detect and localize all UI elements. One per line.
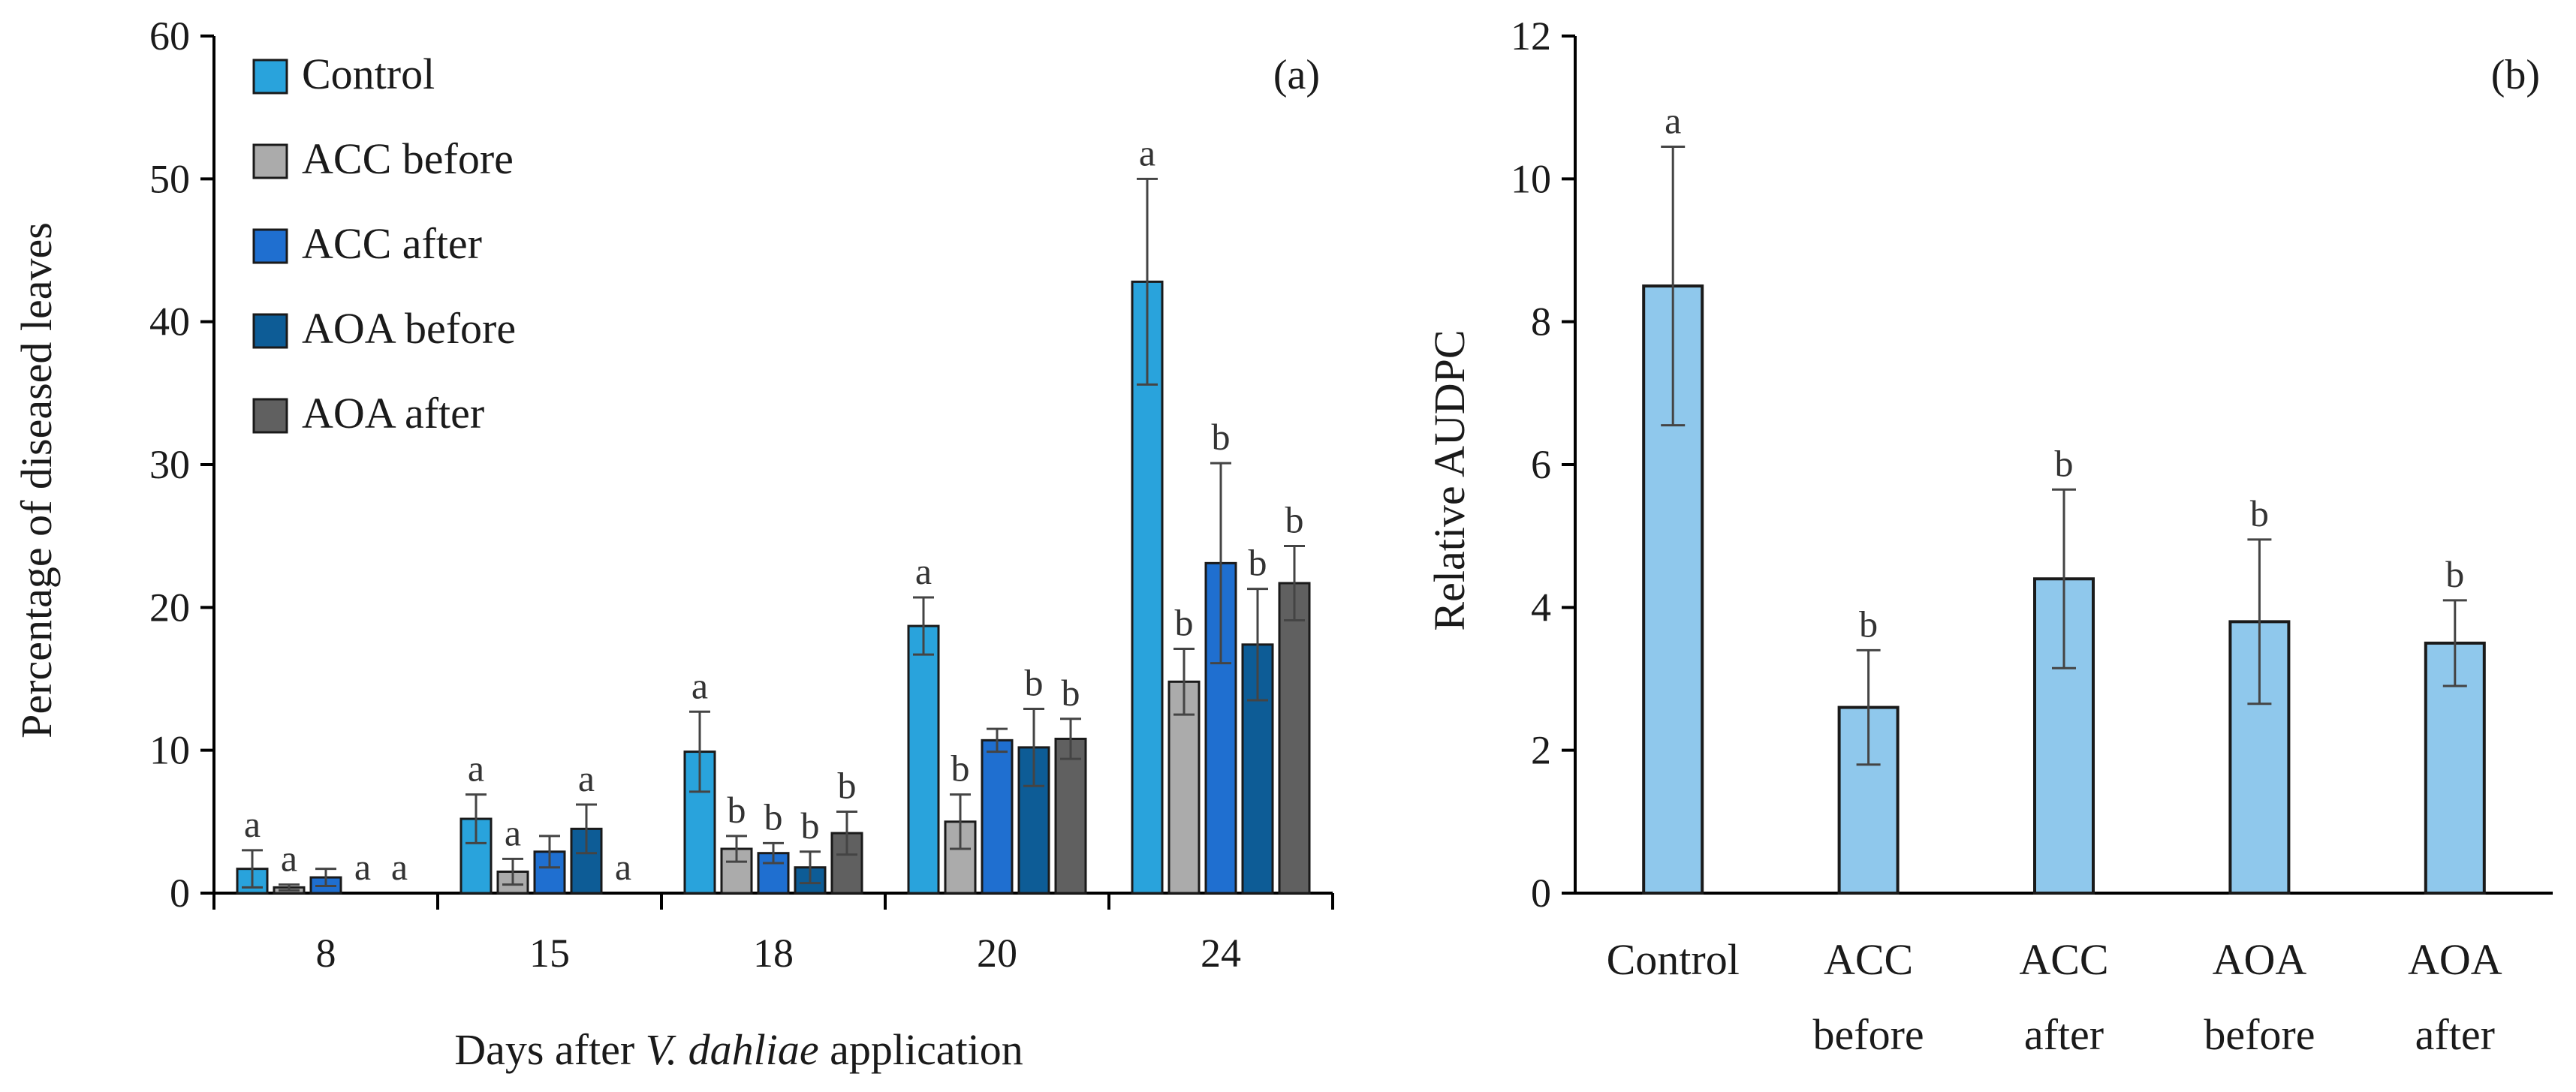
significance-letter: b: [764, 796, 783, 838]
significance-letter: b: [1249, 542, 1267, 584]
legend-swatch: [252, 313, 288, 349]
significance-letter: b: [1212, 416, 1231, 458]
significance-letter: b: [728, 789, 746, 831]
y-tick-label: 40: [149, 299, 190, 344]
y-tick-label: 8: [1531, 299, 1551, 344]
legend-swatch: [252, 59, 288, 95]
panel-a-x-axis-title: Days after V. dahliae application: [454, 1025, 1023, 1074]
legend-label: ACC before: [302, 134, 514, 183]
legend-label: AOA before: [302, 304, 516, 353]
x-tick-label: after: [2415, 1010, 2495, 1059]
y-tick-label: 2: [1531, 728, 1551, 773]
y-tick-label: 4: [1531, 585, 1551, 630]
x-tick-label: 24: [1201, 931, 1241, 976]
panel-b-tag: (b): [2491, 52, 2540, 98]
panel-b-marks: 0 2 4 6 8 10 12 a Control b ACC before b ACC after b AOA…: [1511, 14, 2553, 1059]
x-title-suffix: application: [819, 1025, 1023, 1074]
panel-b-chart: 0 2 4 6 8 10 12 a Control b ACC before b ACC after b AOA…: [1425, 14, 2553, 1059]
significance-letter: a: [281, 838, 297, 880]
significance-letter: a: [1139, 131, 1155, 173]
significance-letter: a: [915, 550, 932, 592]
y-tick-label: 6: [1531, 442, 1551, 487]
bar: [1054, 737, 1087, 895]
x-tick-label: before: [2204, 1010, 2315, 1059]
legend-swatch: [252, 398, 288, 434]
y-tick-label: 30: [149, 442, 190, 487]
y-tick-label: 10: [1511, 156, 1551, 201]
significance-letter: b: [1859, 603, 1878, 645]
significance-letter: a: [615, 846, 631, 888]
y-tick-label: 20: [149, 585, 190, 630]
x-tick-label: after: [2024, 1010, 2104, 1059]
bar: [981, 739, 1014, 895]
significance-letter: b: [951, 748, 970, 790]
significance-letter: b: [838, 765, 857, 807]
y-tick-label: 10: [149, 728, 190, 773]
significance-letter: a: [578, 757, 595, 799]
x-tick-label: 8: [316, 931, 336, 976]
bar: [907, 624, 940, 895]
panel-a-tag: (a): [1273, 52, 1320, 98]
legend-label: ACC after: [302, 219, 482, 268]
x-title-species: V. dahliae: [646, 1025, 819, 1074]
significance-letter: b: [1175, 602, 1194, 644]
bar: [1278, 582, 1311, 895]
significance-letter: a: [691, 664, 708, 706]
significance-letter: b: [2445, 553, 2464, 595]
x-tick-label: ACC: [1824, 935, 1913, 984]
legend-swatch: [252, 143, 288, 179]
legend-swatch: [252, 228, 288, 264]
legend-label: AOA after: [302, 389, 484, 438]
y-tick-label: 0: [170, 871, 190, 916]
x-tick-label: AOA: [2408, 935, 2502, 984]
bar: [1241, 643, 1274, 895]
x-tick-label: 18: [753, 931, 794, 976]
panel-a-y-axis-title: Percentage of diseased leaves: [12, 222, 61, 739]
y-tick-label: 60: [149, 14, 190, 59]
panel-a-legend: Control ACC before ACC after AOA before AOA …: [252, 50, 516, 438]
significance-letter: a: [244, 803, 261, 845]
y-tick-label: 12: [1511, 14, 1551, 59]
y-tick-label: 0: [1531, 871, 1551, 916]
legend-label: Control: [302, 50, 435, 98]
x-tick-label: AOA: [2213, 935, 2307, 984]
significance-letter: b: [1285, 498, 1304, 540]
significance-letter: a: [391, 846, 408, 888]
x-tick-label: before: [1813, 1010, 1924, 1059]
y-tick-label: 50: [149, 156, 190, 201]
significance-letter: a: [1665, 100, 1681, 142]
significance-letter: b: [1062, 672, 1080, 714]
significance-letter: a: [468, 748, 484, 790]
x-tick-label: Control: [1607, 935, 1740, 984]
significance-letter: b: [801, 805, 820, 847]
panel-b-y-axis-title: Relative AUDPC: [1425, 329, 1474, 630]
significance-letter: b: [2250, 492, 2269, 534]
significance-letter: a: [354, 846, 371, 888]
significance-letter: b: [2055, 442, 2074, 484]
x-tick-label: 15: [529, 931, 570, 976]
x-tick-label: ACC: [2019, 935, 2108, 984]
significance-letter: b: [1025, 661, 1044, 703]
bar: [1167, 680, 1201, 895]
x-tick-label: 20: [977, 931, 1017, 976]
significance-letter: a: [505, 811, 521, 853]
x-title-prefix: Days after: [454, 1025, 645, 1074]
